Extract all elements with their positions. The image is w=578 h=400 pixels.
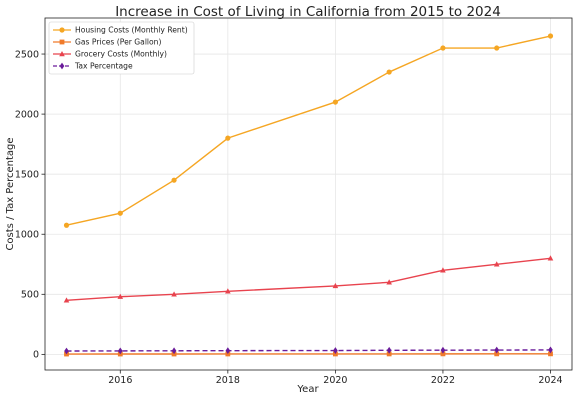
data-point	[547, 33, 554, 39]
data-point	[440, 45, 446, 51]
data-point	[63, 297, 70, 303]
y-tick-label: 2500	[15, 49, 39, 60]
data-point	[117, 210, 123, 216]
data-point	[332, 99, 338, 105]
data-point	[494, 45, 500, 51]
x-tick-label: 2024	[538, 375, 562, 386]
plot-frame	[44, 17, 573, 371]
data-point	[64, 347, 69, 355]
legend-label: Housing Costs (Monthly Rent)	[75, 26, 188, 35]
data-point	[440, 267, 446, 273]
legend-marker	[59, 62, 65, 70]
series-3	[63, 255, 554, 303]
series-line	[66, 349, 551, 352]
x-tick-label: 2016	[108, 375, 132, 386]
series-2	[64, 351, 553, 357]
data-point	[386, 346, 392, 354]
x-axis-label: Year	[296, 384, 319, 395]
data-point	[225, 288, 231, 294]
data-point	[548, 351, 553, 357]
data-point	[117, 347, 123, 355]
data-point	[494, 351, 500, 357]
legend-box	[48, 21, 195, 75]
y-tick-label: 2000	[15, 109, 39, 120]
data-point	[63, 222, 70, 228]
data-point	[171, 291, 177, 297]
data-point	[332, 351, 338, 357]
legend-label: Tax Percentage	[74, 62, 133, 71]
y-tick-label: 1500	[15, 169, 39, 180]
data-point	[332, 282, 339, 289]
data-point	[225, 135, 231, 141]
data-point	[386, 351, 392, 357]
data-point	[440, 351, 446, 357]
legend-label: Grocery Costs (Monthly)	[75, 50, 167, 59]
legend-marker	[59, 27, 65, 33]
chart-title: Increase in Cost of Living in California…	[115, 4, 501, 20]
x-axis-ticks: 2016 2018 2020 2022 2024	[108, 370, 563, 386]
x-tick-label: 2020	[323, 375, 347, 386]
x-tick-label: 2018	[216, 375, 240, 386]
legend-marker	[59, 39, 65, 45]
x-tick-label: 2022	[431, 375, 455, 386]
data-point	[225, 347, 231, 355]
y-tick-label: 1000	[15, 230, 39, 241]
series-layer	[63, 33, 554, 357]
data-point	[171, 177, 177, 183]
legend: Housing Costs (Monthly Rent) Gas Prices (…	[48, 21, 195, 75]
data-point	[117, 293, 124, 299]
legend-marker	[59, 51, 65, 57]
data-point	[386, 69, 392, 75]
data-point	[171, 347, 177, 355]
y-tick-label: 500	[21, 290, 39, 301]
data-point	[547, 255, 554, 261]
series-4	[64, 346, 553, 355]
data-point	[440, 346, 446, 354]
data-point	[386, 279, 392, 285]
data-point	[548, 346, 553, 354]
series-1	[63, 33, 554, 228]
grid-lines	[45, 18, 572, 370]
y-axis-label: Costs / Tax Percentage	[5, 137, 16, 250]
data-point	[493, 261, 500, 267]
data-point	[333, 347, 338, 354]
y-axis-ticks: 0 500 1000 1500 2000 2500	[15, 49, 45, 361]
y-tick-label: 0	[33, 350, 39, 361]
legend-label: Gas Prices (Per Gallon)	[75, 38, 161, 47]
data-point	[494, 346, 500, 354]
